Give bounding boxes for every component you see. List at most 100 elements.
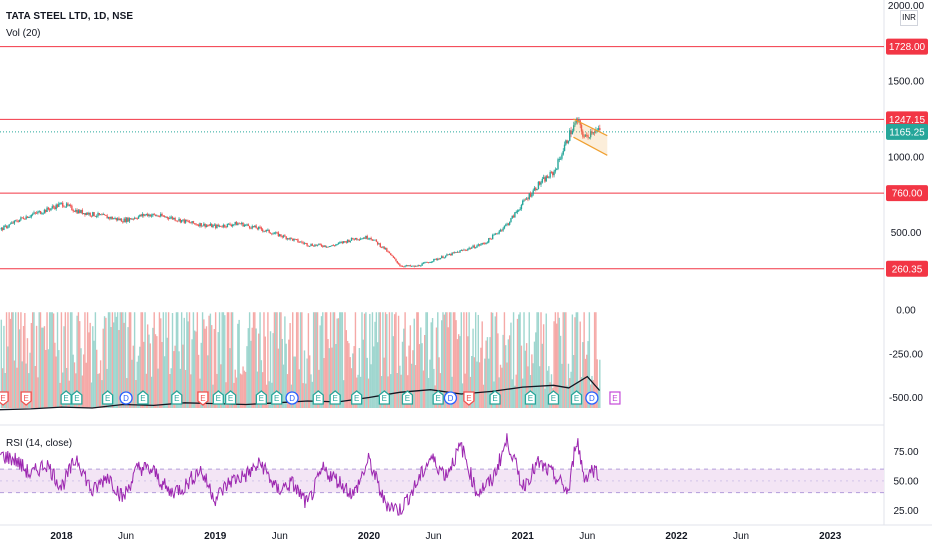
volume-bar — [90, 382, 93, 408]
candle-body — [441, 256, 443, 258]
price-candle — [158, 215, 161, 218]
volume-tick-label: -500.00 — [889, 393, 923, 404]
price-candle — [41, 211, 43, 215]
price-candle — [480, 243, 482, 246]
earnings-marker-label: E — [200, 394, 205, 403]
candle-body — [72, 210, 74, 212]
price-candle — [116, 217, 119, 222]
candle-body — [99, 214, 102, 216]
candle-body — [569, 130, 571, 141]
volume-bar — [39, 312, 42, 408]
price-candle — [139, 214, 141, 218]
rsi-legend[interactable]: RSI (14, close) — [6, 438, 73, 449]
earnings-marker-label: E — [228, 394, 233, 403]
price-candle — [552, 171, 554, 178]
candle-body — [93, 212, 95, 217]
price-candle — [80, 209, 82, 214]
time-tick-label: Jun — [579, 531, 595, 542]
candle-body — [488, 238, 490, 243]
candle-body — [186, 219, 188, 222]
rsi-tick-label: 50.00 — [893, 476, 918, 487]
volume-bar — [459, 336, 461, 408]
candle-body — [0, 227, 3, 230]
candle-body — [491, 234, 494, 240]
candle-body — [267, 229, 269, 231]
dividend-marker-circle — [443, 391, 458, 405]
price-candle — [277, 231, 280, 237]
candle-body — [227, 223, 230, 225]
price-candle — [271, 233, 273, 236]
candle-body — [85, 212, 87, 215]
price-candle — [549, 170, 551, 179]
price-candle — [290, 237, 293, 240]
price-candle — [401, 265, 404, 267]
volume-bar — [477, 314, 479, 408]
candle-body — [586, 134, 588, 136]
candle-body — [510, 218, 512, 223]
price-candle — [169, 215, 171, 220]
earnings-marker-label: D — [448, 394, 454, 403]
volume-bar — [348, 343, 350, 408]
price-candle — [84, 212, 86, 217]
volume-bar — [485, 340, 487, 408]
earnings-marker-shape — [312, 390, 324, 405]
price-candle — [333, 245, 336, 247]
candle-body — [157, 215, 159, 217]
volume-bar — [512, 312, 515, 408]
price-candle — [302, 241, 304, 245]
candle-body — [282, 235, 285, 238]
price-candle — [593, 130, 596, 136]
volume-bar — [499, 364, 502, 408]
volume-bar — [393, 314, 396, 408]
candle-body — [388, 251, 391, 254]
price-candle — [387, 250, 389, 253]
volume-bar — [195, 331, 197, 408]
candle-body — [486, 242, 489, 244]
volume-bar — [576, 312, 579, 408]
price-candle — [472, 244, 474, 248]
earnings-marker-label: E — [274, 394, 279, 403]
volume-bar — [31, 312, 34, 408]
price-candle — [146, 212, 149, 217]
volume-bar — [102, 328, 104, 408]
price-candle — [220, 225, 222, 228]
earnings-marker-label: E — [492, 394, 497, 403]
earnings-marker: E — [432, 390, 444, 405]
earnings-marker-shape — [101, 390, 114, 405]
candle-body — [235, 222, 238, 226]
volume-bar — [99, 360, 102, 408]
price-candle — [48, 207, 51, 213]
volume-bar — [506, 362, 508, 408]
candle-body — [397, 263, 400, 265]
volume-bar — [540, 312, 542, 408]
volume-bar — [324, 312, 327, 408]
price-candle — [154, 214, 157, 217]
volume-bar — [34, 365, 36, 408]
price-candle — [241, 221, 243, 226]
candle-body — [362, 237, 364, 239]
volume-bar — [433, 368, 435, 408]
price-candle — [118, 216, 120, 221]
candle-body — [199, 223, 201, 227]
volume-bar — [441, 320, 443, 408]
volume-bar — [183, 317, 185, 408]
volume-bar — [157, 368, 159, 408]
volume-bar — [235, 377, 238, 408]
volume-bar — [497, 333, 499, 408]
volume-legend[interactable]: Vol (20) — [6, 28, 41, 39]
price-candle — [444, 255, 447, 259]
price-candle — [109, 216, 111, 221]
volume-bar — [593, 312, 596, 408]
price-candle — [542, 174, 545, 180]
candle-body — [79, 210, 81, 213]
volume-bar — [12, 312, 14, 408]
volume-bar — [98, 373, 101, 408]
volume-bar — [135, 380, 137, 408]
chart-title[interactable]: TATA STEEL LTD, 1D, NSE — [6, 11, 134, 22]
volume-bar — [422, 370, 425, 408]
volume-bar — [62, 372, 64, 408]
price-candle — [515, 210, 517, 214]
candle-body — [247, 224, 249, 226]
candle-body — [583, 136, 585, 138]
